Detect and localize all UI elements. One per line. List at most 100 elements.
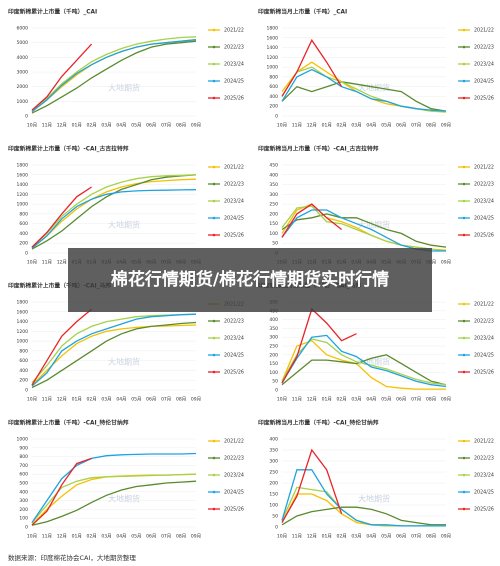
- series-line: [281, 307, 357, 384]
- y-tick-label: 1600: [17, 309, 29, 315]
- legend-label: 2021/22: [224, 439, 244, 445]
- x-tick-label: 07月: [161, 123, 171, 129]
- x-tick-label: 12月: [307, 123, 317, 129]
- legend-dot: [212, 96, 216, 100]
- chart-panel: 印度新棉当月上市量（千吨）_CAI大地期货0200400600800100012…: [258, 8, 494, 129]
- x-tick-label: 05月: [131, 123, 141, 129]
- y-tick-label: 1400: [17, 319, 29, 325]
- legend-label: 2021/22: [474, 165, 494, 171]
- legend-dot: [212, 319, 216, 323]
- legend-dot: [212, 45, 216, 49]
- legend-label: 2024/25: [474, 353, 494, 359]
- banner: 棉花行情期货/棉花行情期货实时行情: [68, 248, 432, 312]
- x-tick-label: 02月: [337, 123, 347, 129]
- y-tick-label: 1800: [17, 163, 29, 169]
- y-tick-label: 0: [25, 251, 28, 257]
- x-tick-label: 06月: [396, 123, 406, 129]
- series-line: [281, 448, 343, 523]
- y-tick-label: 1000: [17, 437, 29, 443]
- source-note: 数据来源：印度棉花协会CAI，大地期货整理: [8, 553, 136, 562]
- legend-label: 2021/22: [474, 28, 494, 34]
- x-tick-label: 12月: [57, 397, 67, 403]
- chart-title: 印度新棉当月上市量（千吨）_CAI: [258, 8, 347, 16]
- series-line: [31, 457, 92, 526]
- x-tick-label: 08月: [426, 123, 436, 129]
- legend-dot: [462, 507, 466, 511]
- y-tick-label: 6000: [17, 26, 29, 32]
- y-tick-label: 200: [19, 507, 28, 513]
- y-tick-label: 1200: [17, 192, 29, 198]
- y-tick-label: 200: [19, 241, 28, 247]
- x-tick-label: 05月: [381, 123, 391, 129]
- x-tick-label: 04月: [116, 123, 126, 129]
- y-tick-label: 600: [19, 358, 28, 364]
- y-tick-label: 100: [269, 231, 278, 237]
- x-tick-label: 05月: [381, 397, 391, 403]
- y-tick-label: 250: [269, 470, 278, 476]
- y-tick-label: 2000: [17, 84, 29, 90]
- legend-dot: [462, 96, 466, 100]
- y-tick-label: 800: [19, 454, 28, 460]
- series-line: [31, 174, 197, 250]
- x-tick-label: 02月: [337, 534, 347, 540]
- series-line: [31, 186, 92, 248]
- series-line: [281, 213, 447, 248]
- series-line: [31, 43, 93, 111]
- legend-label: 2023/24: [224, 336, 244, 342]
- legend-label: 2021/22: [474, 439, 494, 445]
- legend-dot: [462, 79, 466, 83]
- legend-dot: [462, 456, 466, 460]
- x-tick-label: 11月: [292, 534, 302, 540]
- y-tick-label: 350: [269, 326, 278, 332]
- legend-dot: [212, 79, 216, 83]
- x-tick-label: 01月: [322, 397, 332, 403]
- y-tick-label: 400: [269, 172, 278, 178]
- x-tick-label: 03月: [351, 534, 361, 540]
- legend-dot: [462, 233, 466, 237]
- x-tick-label: 01月: [322, 123, 332, 129]
- y-tick-label: 200: [269, 211, 278, 217]
- x-tick-label: 08月: [426, 397, 436, 403]
- y-tick-label: 350: [269, 448, 278, 454]
- y-tick-label: 800: [19, 211, 28, 217]
- series-line: [31, 174, 197, 248]
- x-tick-label: 10月: [277, 397, 287, 403]
- y-tick-label: 5000: [17, 40, 29, 46]
- series-line: [31, 324, 197, 386]
- watermark: 大地期货: [108, 220, 140, 230]
- chart-title: 印度新棉累计上市量（千吨）-CAI_马邦: [8, 282, 111, 290]
- legend-label: 2025/26: [474, 507, 494, 513]
- y-tick-label: 1400: [17, 182, 29, 188]
- legend-label: 2023/24: [474, 336, 494, 342]
- chart-panel: 印度新棉当月上市量（千吨）-CAI_古吉拉特邦大地期货0501001502002…: [258, 145, 494, 266]
- series-line: [31, 313, 197, 387]
- legend-dot: [212, 216, 216, 220]
- x-tick-label: 04月: [366, 534, 376, 540]
- y-tick-label: 150: [269, 221, 278, 227]
- x-tick-label: 08月: [176, 534, 186, 540]
- x-tick-label: 10月: [27, 123, 37, 129]
- y-tick-label: 1000: [17, 202, 29, 208]
- legend-label: 2025/26: [224, 96, 244, 102]
- watermark: 大地期货: [358, 494, 390, 504]
- legend-dot: [212, 62, 216, 66]
- y-tick-label: 0: [275, 388, 278, 394]
- legend-dot: [462, 370, 466, 374]
- legend-label: 2022/23: [474, 456, 494, 462]
- x-tick-label: 08月: [176, 397, 186, 403]
- legend-label: 2024/25: [474, 216, 494, 222]
- x-tick-label: 10月: [27, 397, 37, 403]
- y-tick-label: 600: [269, 84, 278, 90]
- legend-label: 2025/26: [474, 370, 494, 376]
- x-tick-label: 01月: [72, 397, 82, 403]
- x-tick-label: 07月: [161, 397, 171, 403]
- series-line: [31, 452, 197, 523]
- x-tick-label: 11月: [292, 397, 302, 403]
- legend-dot: [462, 216, 466, 220]
- series-line: [31, 189, 197, 249]
- y-tick-label: 600: [19, 472, 28, 478]
- x-tick-label: 11月: [42, 534, 52, 540]
- y-tick-label: 300: [269, 335, 278, 341]
- y-tick-label: 200: [19, 378, 28, 384]
